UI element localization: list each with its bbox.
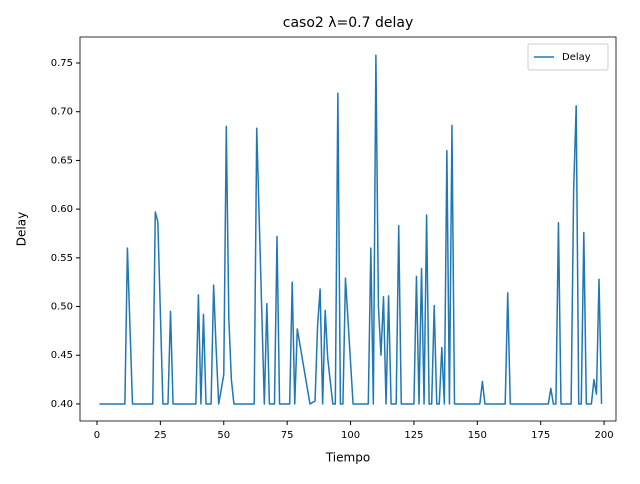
x-tick-label: 50 — [217, 430, 230, 441]
y-tick-label: 0.45 — [51, 350, 73, 361]
x-tick-label: 25 — [154, 430, 167, 441]
legend-box — [527, 43, 609, 71]
y-tick-label: 0.60 — [51, 204, 73, 215]
x-tick-label: 150 — [468, 430, 487, 441]
chart-title: caso2 λ=0.7 delay — [283, 15, 413, 31]
x-axis-label: Tiempo — [325, 451, 370, 465]
x-tick-label: 125 — [404, 430, 423, 441]
y-tick-label: 0.70 — [51, 107, 73, 118]
legend-label: Delay — [562, 52, 591, 63]
x-tick-label: 75 — [281, 430, 294, 441]
x-tick-label: 0 — [94, 430, 100, 441]
y-axis-label: Delay — [15, 212, 29, 246]
y-tick-label: 0.65 — [51, 155, 73, 166]
y-tick-label: 0.55 — [51, 253, 73, 264]
y-tick-label: 0.40 — [51, 399, 73, 410]
plot-frame — [79, 36, 617, 422]
y-tick-label: 0.50 — [51, 302, 73, 313]
y-tick-label: 0.75 — [51, 58, 73, 69]
x-tick-label: 175 — [531, 430, 550, 441]
x-tick-label: 100 — [341, 430, 360, 441]
x-tick-label: 200 — [595, 430, 614, 441]
data-line — [99, 54, 603, 405]
